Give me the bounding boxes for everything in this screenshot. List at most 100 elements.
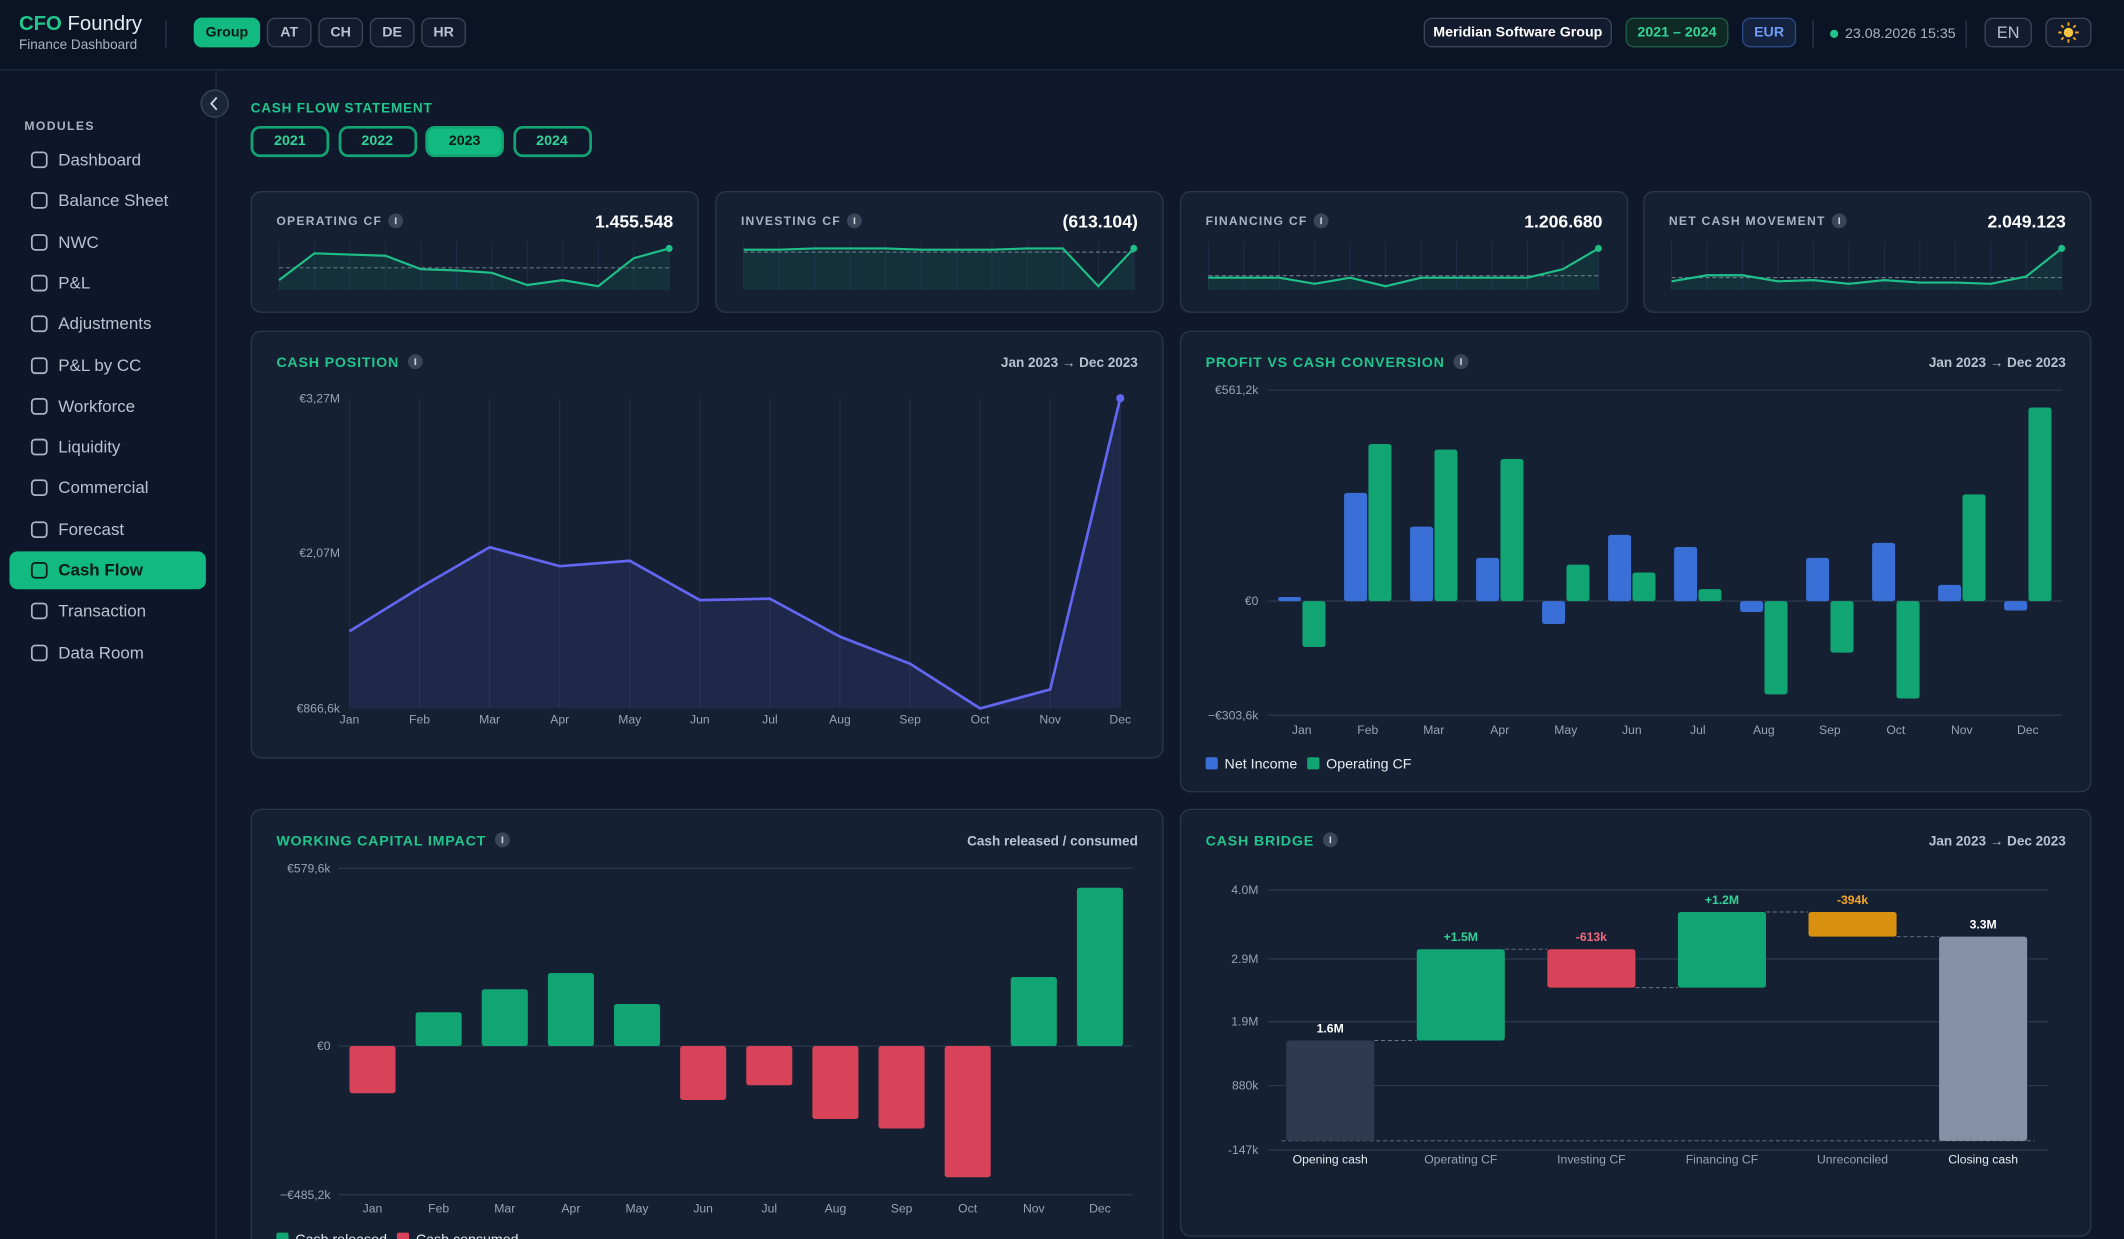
spark-line	[1208, 247, 1599, 288]
nav-icon	[30, 274, 48, 292]
entity-tab[interactable]: Group	[193, 17, 261, 48]
chart-panel: CASH POSITION Jan 2023 → Dec 2023 €866,6k €…	[250, 330, 1164, 759]
chart-title: CASH POSITION	[276, 355, 399, 371]
sun-icon	[2058, 22, 2079, 43]
spark-line	[1671, 247, 2063, 285]
entity-tab[interactable]: AT	[266, 17, 312, 48]
kpi-card: FINANCING CF 1.206.680	[1179, 190, 1629, 313]
x-tick-label: Jul	[762, 712, 778, 726]
icon-shape	[30, 520, 48, 538]
x-tick-label: Sep	[1819, 723, 1841, 737]
info-icon	[388, 213, 404, 229]
nav-item[interactable]: Workforce	[9, 387, 205, 425]
nav-item[interactable]: P&L by CC	[9, 346, 205, 384]
nav-item[interactable]: Cash Flow	[9, 551, 206, 590]
x-tick-label: Jun	[693, 1201, 713, 1215]
info-glyph	[1838, 217, 1841, 225]
entity-tab[interactable]: DE	[369, 17, 415, 48]
nav-label: Commercial	[58, 478, 149, 498]
x-tick-label: Feb	[1357, 723, 1378, 737]
nav-item[interactable]: Transaction	[9, 592, 205, 630]
chart: WORKING CAPITAL IMPACT Cash released / co…	[276, 832, 1138, 1239]
chart-subtitle: Jan 2023 → Dec 2023	[1929, 355, 2066, 370]
entity-tab[interactable]: CH	[318, 17, 364, 48]
bar	[481, 989, 528, 1046]
year-tab[interactable]: 2024	[512, 125, 592, 158]
icon-shape	[30, 356, 48, 374]
nav-item[interactable]: Dashboard	[9, 141, 205, 179]
sidebar-heading: MODULES	[24, 119, 95, 133]
nav-item[interactable]: P&L	[9, 264, 205, 302]
nav-label: P&L by CC	[58, 355, 142, 375]
divider	[1965, 20, 1967, 48]
bar	[1806, 557, 1830, 602]
nav-item[interactable]: Balance Sheet	[9, 182, 205, 220]
icon-shape	[30, 192, 48, 210]
y-tick-label: €0	[1245, 594, 1259, 608]
collapse-button[interactable]	[200, 89, 229, 118]
end-point	[1116, 394, 1125, 403]
info-glyph	[1320, 217, 1322, 225]
nav-item[interactable]: Commercial	[9, 469, 205, 507]
spark-line	[278, 247, 670, 288]
x-tick-label: Aug	[825, 1201, 847, 1215]
currency-pill[interactable]: EUR	[1742, 17, 1797, 48]
language-button[interactable]: EN	[1984, 17, 2032, 48]
nav-item[interactable]: Liquidity	[9, 428, 205, 466]
kpi-label: FINANCING CF	[1206, 214, 1308, 228]
theme-toggle[interactable]	[2045, 17, 2092, 48]
nav-item[interactable]: Adjustments	[9, 305, 205, 343]
bar	[812, 1045, 859, 1119]
status-dot	[1830, 29, 1839, 38]
entity-tab[interactable]: HR	[421, 17, 466, 48]
icon-shape	[30, 151, 48, 169]
bar	[1344, 492, 1368, 602]
x-tick-label: Aug	[1753, 723, 1775, 737]
x-tick-label: Operating CF	[1424, 1153, 1497, 1167]
bar	[1764, 601, 1788, 695]
nav-item[interactable]: Forecast	[9, 510, 205, 548]
x-tick-label: Jul	[1690, 723, 1706, 737]
bar	[1740, 601, 1764, 612]
bar	[613, 1003, 661, 1046]
bar	[1410, 526, 1434, 602]
nav-label: Transaction	[58, 601, 147, 621]
nav-label: Balance Sheet	[58, 191, 169, 211]
spark-area	[279, 248, 670, 290]
nav-icon	[30, 479, 48, 497]
legend-swatch	[396, 1232, 410, 1239]
company-pill[interactable]: Meridian Software Group	[1423, 17, 1612, 48]
x-tick-label: Apr	[561, 1201, 580, 1215]
bar	[349, 1045, 396, 1094]
period-pill[interactable]: 2021 – 2024	[1625, 17, 1729, 48]
info-icon	[1453, 354, 1469, 370]
x-tick-label: May	[1554, 723, 1578, 737]
y-tick-label: −€303,6k	[1208, 708, 1259, 722]
year-tab[interactable]: 2022	[337, 125, 417, 158]
entity-tabs: Group AT CH DE HR	[193, 0, 600, 69]
bar	[1278, 596, 1302, 602]
kpi-card: OPERATING CF 1.455.548	[250, 190, 699, 313]
bar	[1698, 589, 1722, 602]
year-tab[interactable]: 2023	[425, 125, 504, 158]
line	[348, 397, 1122, 710]
info-icon	[847, 213, 862, 229]
nav-icon	[30, 602, 48, 620]
info-icon	[494, 832, 510, 848]
info-icon	[1322, 832, 1338, 848]
icon-shape	[30, 397, 48, 415]
nav-item[interactable]: NWC	[9, 223, 205, 261]
nav-item[interactable]: Data Room	[9, 633, 205, 671]
divider	[165, 20, 167, 48]
bar	[1939, 936, 2028, 1141]
x-tick-label: Oct	[1886, 723, 1906, 737]
bar	[415, 1012, 462, 1046]
brand-accent: CFO	[18, 12, 62, 36]
year-tab[interactable]: 2021	[250, 125, 330, 158]
chevron-icon	[210, 96, 218, 111]
kpi-value: 2.049.123	[1987, 212, 2065, 232]
icon-shape	[30, 479, 48, 497]
kpi-value: (613.104)	[1063, 212, 1138, 232]
x-tick-label: Jul	[761, 1201, 777, 1215]
bar	[1547, 949, 1636, 988]
